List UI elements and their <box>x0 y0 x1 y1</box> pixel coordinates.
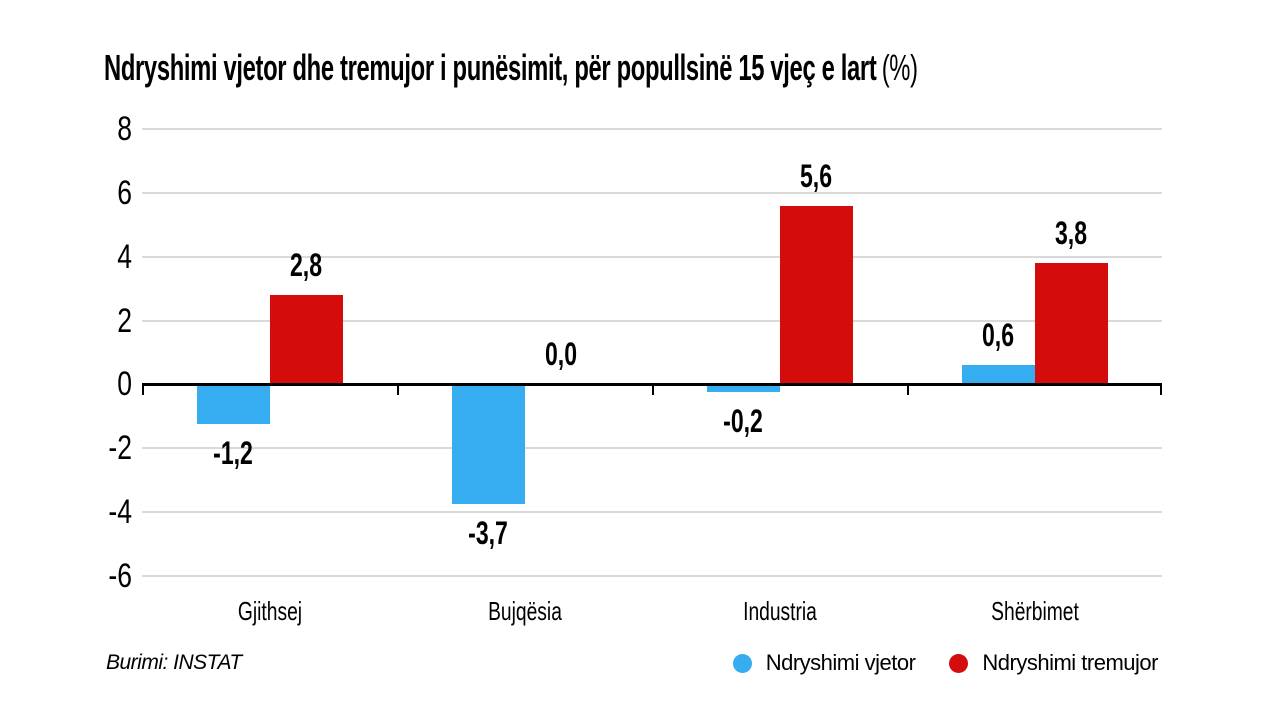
category-label-bujqësia: Bujqësia <box>487 596 562 626</box>
y-axis-tick-label: 8 <box>117 110 132 148</box>
gridline-y--4 <box>142 511 1162 514</box>
x-axis-tick <box>1160 385 1162 395</box>
gridline-y-4 <box>142 255 1162 258</box>
bar-ndryshimi-tremujor-industria <box>779 205 853 385</box>
category-label-industria: Industria <box>742 596 817 626</box>
gridline-y-2 <box>142 319 1162 322</box>
x-axis-tick <box>397 385 399 395</box>
y-axis-tick-label: 0 <box>117 365 132 404</box>
legend-swatch-ndryshimi-vjetor <box>732 653 752 673</box>
value-label-ndryshimi-vjetor-industria: -0,2 <box>723 402 763 439</box>
gridline-y-6 <box>142 191 1162 194</box>
category-label-gjithsej: Gjithsej <box>237 596 302 626</box>
gridline-y--2 <box>142 447 1162 450</box>
chart-title-unit: (%) <box>881 47 918 88</box>
value-label-ndryshimi-tremujor-bujqësia: 0,0 <box>544 336 578 373</box>
legend-swatch-ndryshimi-tremujor <box>949 653 969 673</box>
x-axis-tick <box>142 385 144 395</box>
bar-ndryshimi-vjetor-gjithsej <box>196 385 270 424</box>
bar-ndryshimi-tremujor-shërbimet <box>1034 263 1108 385</box>
y-axis-tick-label: -2 <box>108 429 132 468</box>
gridline-y-8 <box>142 128 1162 130</box>
bar-ndryshimi-vjetor-bujqësia <box>451 385 525 504</box>
y-axis-tick-label: -6 <box>108 557 132 595</box>
legend-item-ndryshimi-vjetor: Ndryshimi vjetor <box>732 649 916 677</box>
value-label-ndryshimi-tremujor-shërbimet: 3,8 <box>1054 215 1088 252</box>
source-note: Burimi: INSTAT <box>106 651 242 674</box>
value-label-ndryshimi-tremujor-gjithsej: 2,8 <box>289 247 323 284</box>
value-label-ndryshimi-tremujor-industria: 5,6 <box>799 157 833 194</box>
bar-ndryshimi-vjetor-shërbimet <box>961 365 1035 385</box>
bar-ndryshimi-vjetor-industria <box>706 385 780 392</box>
x-axis-tick <box>652 385 654 395</box>
category-label-shërbimet: Shërbimet <box>990 596 1079 626</box>
legend-label: Ndryshimi tremujor <box>982 650 1158 675</box>
y-axis-tick-label: 2 <box>117 301 132 340</box>
value-label-ndryshimi-vjetor-bujqësia: -3,7 <box>468 514 508 551</box>
value-label-ndryshimi-vjetor-shërbimet: 0,6 <box>981 317 1015 354</box>
y-axis-tick-label: 4 <box>117 237 132 276</box>
chart-title-text: Ndryshimi vjetor dhe tremujor i punësimi… <box>104 47 877 88</box>
legend: Ndryshimi vjetor Ndryshimi tremujor <box>732 649 1158 677</box>
legend-item-ndryshimi-tremujor: Ndryshimi tremujor <box>949 649 1158 677</box>
value-label-ndryshimi-vjetor-gjithsej: -1,2 <box>213 434 253 471</box>
x-axis-line <box>142 382 1162 386</box>
x-axis-tick <box>907 385 909 395</box>
bar-ndryshimi-tremujor-gjithsej <box>269 295 343 385</box>
chart-title: Ndryshimi vjetor dhe tremujor i punësimi… <box>104 48 918 88</box>
y-axis-tick-label: 6 <box>117 173 132 212</box>
gridline-y--6 <box>142 575 1162 577</box>
y-axis-tick-label: -4 <box>108 493 132 532</box>
legend-label: Ndryshimi vjetor <box>765 650 916 675</box>
